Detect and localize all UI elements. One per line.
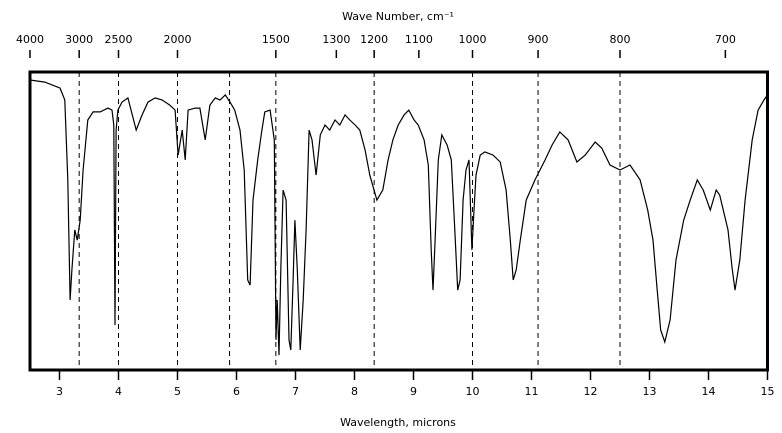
x-tick-label: 8 [351,385,358,398]
x2-tick-label: 2000 [164,33,192,46]
x-tick-label: 3 [56,385,63,398]
x-tick-label: 14 [702,385,716,398]
x2-tick-label: 800 [610,33,631,46]
x-tick-label: 5 [174,385,181,398]
x2-tick-label: 1100 [405,33,433,46]
x2-tick-label: 1200 [360,33,388,46]
x-tick-label: 15 [761,385,775,398]
x2-tick-label: 900 [528,33,549,46]
x-tick-label: 12 [584,385,598,398]
x-tick-label: 11 [525,385,539,398]
plot-frame [28,70,769,372]
x-tick-label: 6 [233,385,240,398]
x2-tick-label: 1300 [322,33,350,46]
x-tick-label: 9 [410,385,417,398]
top-axis-title: Wave Number, cm⁻¹ [342,10,454,23]
x-tick-label: 10 [466,385,480,398]
x-tick-label: 4 [115,385,122,398]
x-tick-label: 7 [292,385,299,398]
x2-tick-label: 4000 [16,33,44,46]
x2-tick-label: 700 [715,33,736,46]
x2-tick-label: 2500 [105,33,133,46]
x2-tick-label: 1500 [262,33,290,46]
x2-tick-label: 1000 [459,33,487,46]
x2-tick-label: 3000 [65,33,93,46]
x-axis-title: Wavelength, microns [340,416,456,429]
spectrum-line [29,79,768,356]
x-tick-label: 13 [643,385,657,398]
